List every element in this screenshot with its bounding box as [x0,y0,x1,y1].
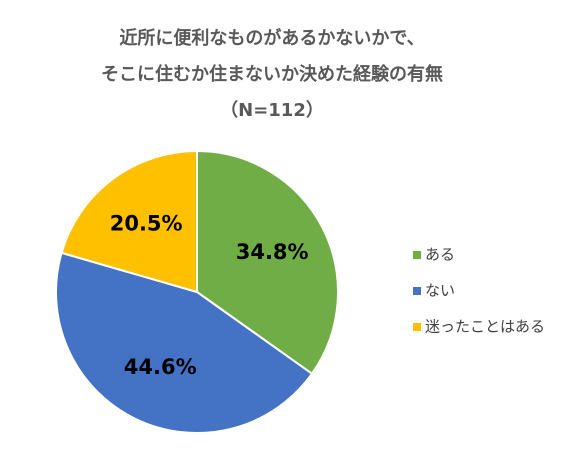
legend-label: ある [425,246,455,264]
chart-title: そこに住むか住まないか決めた経験の有無 [101,63,443,85]
legend-label: ない [425,282,455,300]
data-label: 34.8% [236,240,309,264]
legend-swatch [413,287,421,295]
legend-swatch [413,323,421,331]
pie-slice [60,149,198,294]
legend-swatch [413,251,421,259]
pie-slice [55,251,314,434]
data-label: 44.6% [124,355,197,379]
pie-slice [196,149,339,376]
chart-title: （N=112） [220,100,324,121]
legend-label: 迷ったことはある [425,318,545,336]
data-label: 20.5% [110,211,183,235]
chart-title: 近所に便利なものがあるかないかで、 [119,27,424,49]
